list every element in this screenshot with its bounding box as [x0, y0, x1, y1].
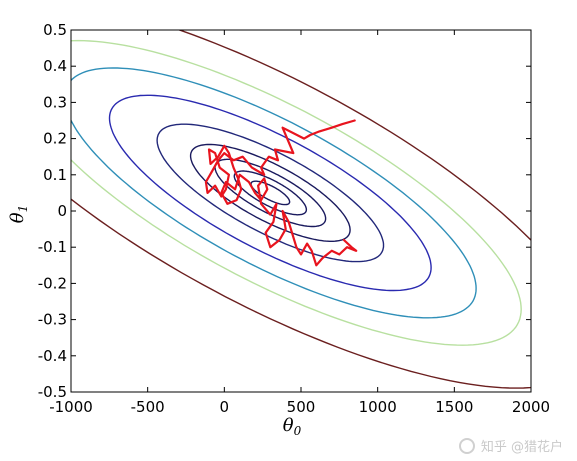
- x-axis-symbol: θ: [283, 415, 294, 436]
- x-tick-label: -500: [131, 398, 165, 416]
- y-tick-label: 0.3: [43, 93, 67, 111]
- contour-line-1: [250, 180, 291, 206]
- x-tick-label: 0: [220, 398, 230, 416]
- x-axis-subscript: 0: [294, 424, 302, 438]
- contour-lines: [71, 30, 531, 389]
- y-tick-label: 0.2: [43, 130, 67, 148]
- descent-trajectory: [204, 119, 358, 267]
- x-tick-label: -1000: [49, 398, 93, 416]
- y-tick-label: -0.3: [38, 311, 67, 329]
- y-axis-ticks: -0.5 -0.4 -0.3 -0.2 -0.1 0 0.1 0.2 0.3 0.4 0.5: [38, 21, 531, 401]
- contour-line-9: [71, 30, 531, 389]
- x-tick-label: 1500: [435, 398, 473, 416]
- zhihu-logo-icon: [458, 437, 475, 454]
- y-tick-label: -0.1: [38, 238, 67, 256]
- x-axis-label: θ0: [283, 415, 302, 438]
- watermark-text: 知乎 @猎花户: [480, 440, 563, 455]
- x-tick-label: 1000: [359, 398, 397, 416]
- watermark: 知乎 @猎花户: [458, 436, 563, 455]
- trajectory-line-1: [204, 119, 358, 267]
- y-tick-label: -0.2: [38, 274, 67, 292]
- y-tick-label: -0.4: [38, 347, 67, 365]
- x-tick-label: 2000: [512, 398, 550, 416]
- contour-line-2: [233, 170, 308, 216]
- contour-line-5: [156, 123, 385, 263]
- contour-line-7: [71, 67, 477, 319]
- contour-line-8: [71, 39, 522, 346]
- y-axis-label: θ1: [7, 205, 30, 223]
- y-tick-label: 0.5: [43, 21, 67, 39]
- y-axis-symbol: θ: [7, 212, 28, 223]
- y-tick-label: 0.4: [43, 57, 67, 75]
- x-tick-label: 500: [287, 398, 316, 416]
- y-tick-label: -0.5: [38, 383, 67, 401]
- y-tick-label: 0: [57, 202, 67, 220]
- y-tick-label: 0.1: [43, 166, 67, 184]
- x-axis-ticks: -1000 -500 0 500 1000 1500 2000: [49, 30, 550, 416]
- plot-frame: [70, 29, 532, 393]
- y-axis-subscript: 1: [16, 205, 30, 213]
- contour-line-6: [108, 94, 432, 292]
